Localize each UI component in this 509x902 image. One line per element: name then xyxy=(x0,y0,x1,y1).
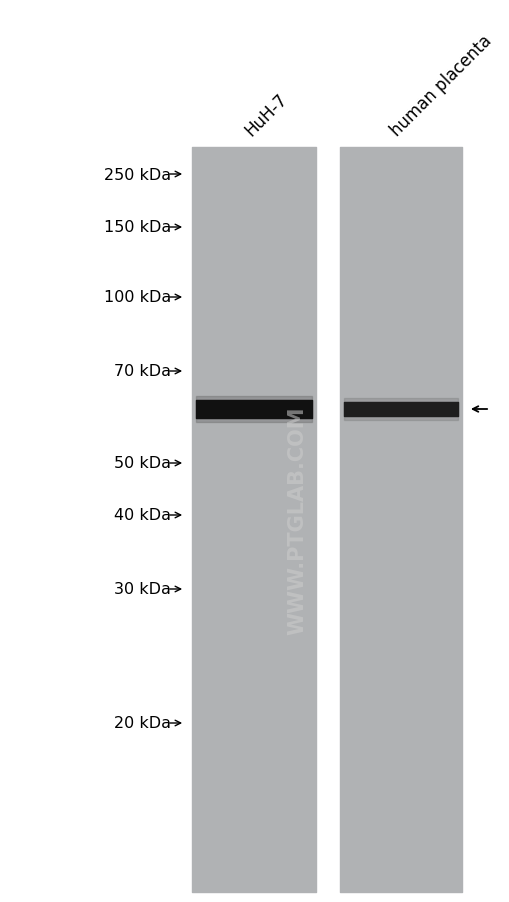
Text: human placenta: human placenta xyxy=(386,32,494,140)
Text: HuH-7: HuH-7 xyxy=(241,90,290,140)
Text: 50 kDa: 50 kDa xyxy=(114,456,171,471)
Text: 20 kDa: 20 kDa xyxy=(114,715,171,731)
Text: 250 kDa: 250 kDa xyxy=(104,167,171,182)
Text: 30 kDa: 30 kDa xyxy=(114,582,171,597)
Text: WWW.PTGLAB.COM: WWW.PTGLAB.COM xyxy=(287,406,306,634)
Text: 40 kDa: 40 kDa xyxy=(114,508,171,523)
Text: 150 kDa: 150 kDa xyxy=(103,220,171,235)
Text: 70 kDa: 70 kDa xyxy=(114,364,171,379)
Text: 100 kDa: 100 kDa xyxy=(103,290,171,305)
